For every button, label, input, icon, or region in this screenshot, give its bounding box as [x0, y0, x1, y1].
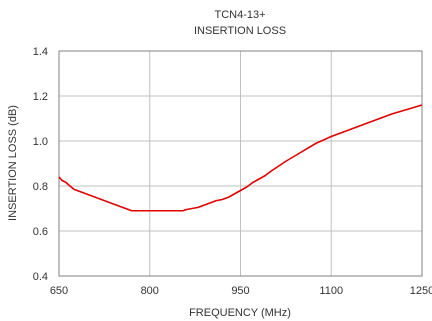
series-layer: [58, 104, 423, 212]
x-tick-label: 1100: [319, 285, 343, 297]
chart-subtitle: INSERTION LOSS: [194, 25, 286, 37]
x-tick-label: 1250: [410, 285, 432, 297]
y-tick-label: 1.0: [33, 136, 48, 148]
chart-title: TCN4-13+: [214, 9, 265, 21]
grid: [59, 51, 422, 276]
y-tick-labels: 0.4 0.6 0.8 1.0 1.2 1.4: [33, 46, 48, 283]
x-tick-label: 950: [231, 285, 249, 297]
y-tick-label: 0.8: [33, 181, 48, 193]
y-axis-label: INSERTION LOSS (dB): [7, 105, 19, 221]
x-tick-label: 650: [50, 285, 68, 297]
y-tick-label: 0.4: [33, 271, 48, 283]
x-tick-label: 800: [141, 285, 159, 297]
y-tick-label: 1.4: [33, 46, 48, 58]
y-tick-label: 0.6: [33, 226, 48, 238]
x-tick-labels: 650 800 950 1100 1250: [50, 285, 432, 297]
y-tick-label: 1.2: [33, 91, 48, 103]
plot-frame: [58, 50, 423, 277]
insertion-loss-line: [58, 104, 423, 212]
x-axis-label: FREQUENCY (MHz): [189, 307, 291, 319]
